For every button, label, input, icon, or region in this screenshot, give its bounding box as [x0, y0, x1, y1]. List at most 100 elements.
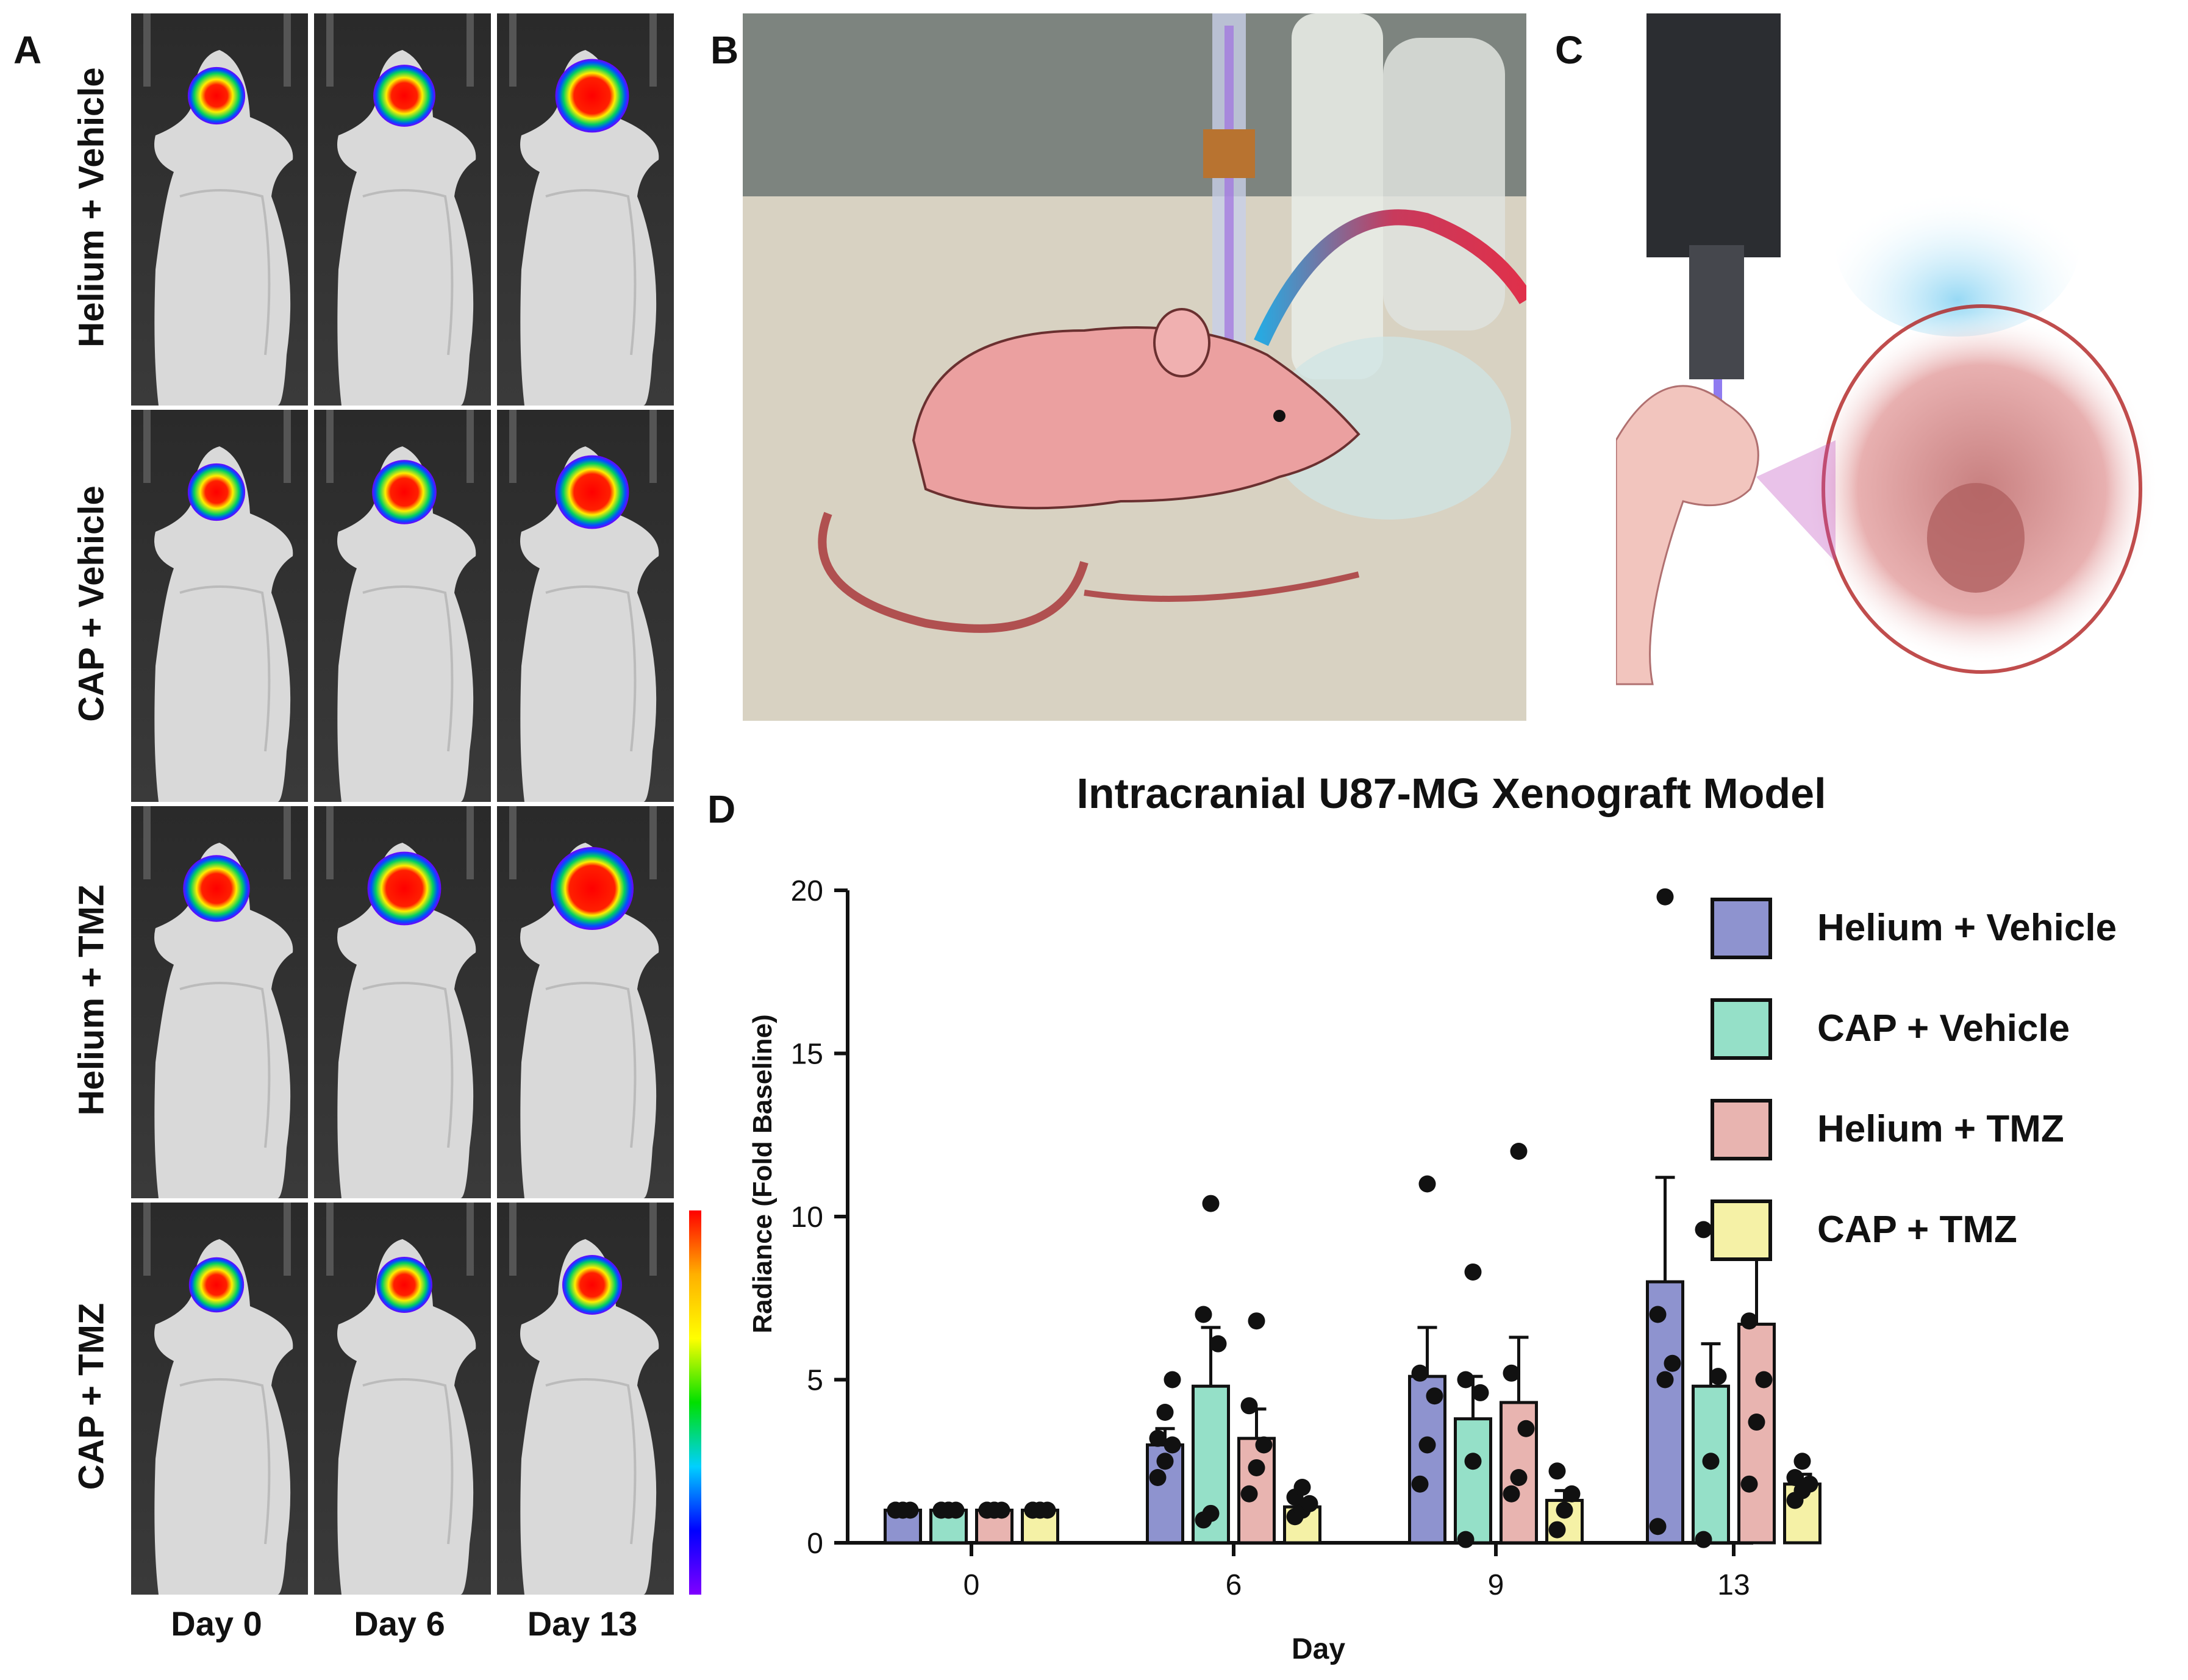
data-point [1656, 1371, 1674, 1389]
legend-label-0: Helium + Vehicle [1817, 907, 2117, 949]
panel-label-b: B [710, 28, 739, 72]
data-point [1195, 1306, 1212, 1323]
data-point [1149, 1429, 1167, 1447]
data-point [1740, 1475, 1758, 1493]
x-axis-label: Day [1292, 1633, 1345, 1665]
row-label-helium-tmz: Helium + TMZ [71, 884, 112, 1116]
bar-0-3 [1646, 1280, 1684, 1545]
data-point [1748, 1414, 1765, 1431]
data-point [1156, 1404, 1174, 1421]
mouse-image-r2-c0 [131, 806, 308, 1198]
column-label-day-13: Day 13 [527, 1604, 638, 1643]
data-point [1503, 1364, 1520, 1382]
nude-mouse-illustration [1616, 385, 1759, 685]
bar-chart: Intracranial U87-MG Xenograft Model Radi… [748, 770, 2117, 1665]
data-point [1464, 1263, 1482, 1281]
data-point [1740, 1312, 1758, 1330]
data-point [1202, 1195, 1220, 1212]
data-point [1418, 1175, 1436, 1193]
mouse-image-r3-c0 [131, 1203, 308, 1595]
data-point [1293, 1479, 1311, 1496]
data-point [1149, 1469, 1167, 1486]
y-tick-label: 10 [791, 1201, 823, 1234]
panel-c-schematic [1616, 13, 2180, 721]
data-point [1248, 1459, 1265, 1476]
mouse-image-r0-c0 [131, 13, 308, 406]
data-point [1464, 1453, 1482, 1470]
data-point [1503, 1485, 1520, 1503]
row-label-cap-tmz: CAP + TMZ [71, 1303, 112, 1490]
data-point [1156, 1453, 1174, 1470]
data-point [1556, 1501, 1573, 1519]
data-point [940, 1501, 957, 1519]
data-point [1656, 888, 1674, 906]
data-point [1164, 1371, 1181, 1389]
data-point [1548, 1521, 1566, 1539]
data-point [1164, 1436, 1181, 1454]
data-point [1793, 1453, 1811, 1470]
data-point [1702, 1453, 1720, 1470]
data-point [1418, 1436, 1436, 1454]
y-axis-label: Radiance (Fold Baseline) [748, 1014, 778, 1333]
mouse-image-r3-c2 [497, 1203, 674, 1595]
data-point [1471, 1384, 1489, 1401]
nose-cone [1267, 337, 1511, 520]
x-tick-label: 13 [1717, 1569, 1750, 1601]
panel-label-c: C [1555, 28, 1584, 72]
data-point [1649, 1306, 1667, 1323]
mouse-image-r0-c2 [497, 13, 674, 406]
data-point [1548, 1462, 1566, 1480]
x-tick-label: 0 [964, 1569, 980, 1601]
panel-a-imaging-grid: Helium + Vehicle CAP + Vehicle Helium + … [0, 0, 701, 1677]
mouse-illustration [818, 308, 1360, 633]
data-point [1457, 1371, 1475, 1389]
y-tick-label: 15 [791, 1038, 823, 1071]
row-label-cap-vehicle: CAP + Vehicle [71, 485, 112, 722]
column-label-day-0: Day 0 [171, 1604, 262, 1643]
data-point [1411, 1475, 1429, 1493]
electrode-ring [1203, 129, 1255, 178]
column-label-day-6: Day 6 [354, 1604, 445, 1643]
data-point [1649, 1518, 1667, 1535]
panel-b-treatment-photo [743, 13, 1526, 721]
y-tick-label: 5 [807, 1365, 823, 1397]
legend-label-2: Helium + TMZ [1817, 1108, 2064, 1150]
legend-label-1: CAP + Vehicle [1817, 1007, 2070, 1049]
legend-swatch-3 [1711, 1199, 1772, 1261]
bar-2-3 [1737, 1323, 1776, 1545]
mouse-image-r0-c1 [314, 13, 491, 406]
mouse-image-r1-c1 [314, 410, 491, 802]
data-point [1563, 1485, 1581, 1503]
chart-title: Intracranial U87-MG Xenograft Model [1076, 770, 1826, 817]
data-point [1510, 1469, 1528, 1486]
luminescence-colorbar [689, 1210, 701, 1595]
data-point [1248, 1312, 1265, 1330]
panel-d-chart: Intracranial U87-MG Xenograft Model Radi… [701, 768, 2188, 1677]
data-point [1031, 1501, 1049, 1519]
panel-label-a: A [13, 28, 42, 72]
data-point [1709, 1368, 1727, 1385]
plasma-device [1646, 13, 1781, 257]
data-point [1202, 1504, 1220, 1522]
data-point [1426, 1387, 1443, 1405]
data-point [1411, 1364, 1429, 1382]
mouse-image-r2-c2 [497, 806, 674, 1198]
data-point [1695, 1221, 1712, 1239]
mouse-image-r2-c1 [314, 806, 491, 1198]
legend-swatch-2 [1711, 1099, 1772, 1160]
legend-label-3: CAP + TMZ [1817, 1209, 2017, 1251]
y-tick-label: 0 [807, 1528, 823, 1560]
data-point [1457, 1531, 1475, 1548]
data-point [1240, 1397, 1258, 1415]
data-point [1786, 1469, 1804, 1486]
mouse-image-r1-c0 [131, 410, 308, 802]
row-label-helium-vehicle: Helium + Vehicle [71, 67, 112, 348]
bar-0-2 [1408, 1374, 1446, 1545]
legend-swatch-0 [1711, 898, 1772, 959]
data-point [1510, 1143, 1528, 1160]
mouse-image-r1-c2 [497, 410, 674, 802]
y-tick-label: 20 [791, 875, 823, 907]
data-point [1517, 1420, 1535, 1437]
data-point [1240, 1485, 1258, 1503]
legend-swatch-1 [1711, 998, 1772, 1060]
